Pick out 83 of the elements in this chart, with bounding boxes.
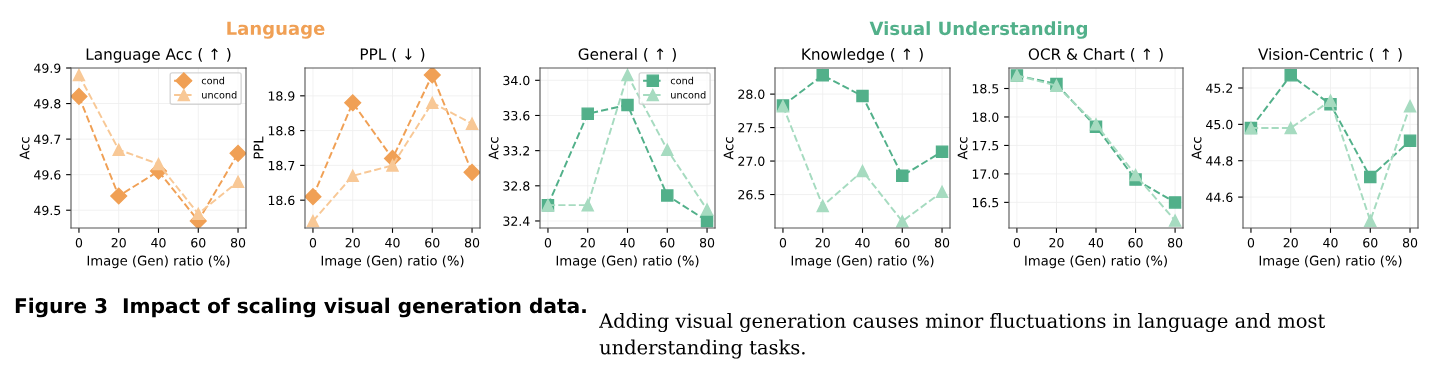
y-axis-title: Acc	[1191, 137, 1202, 160]
text: Visual Understanding	[869, 21, 1087, 39]
chart-title: General ( ↑ )	[578, 48, 676, 62]
x-tick-label: 20	[1049, 237, 1064, 248]
legend-label: uncond	[202, 91, 237, 99]
x-tick-label: 40	[1088, 237, 1104, 248]
x-tick-label: 0	[1247, 237, 1255, 248]
x-tick-label: 20	[580, 237, 595, 248]
x-tick-label: 20	[111, 237, 126, 248]
x-tick-label: 0	[309, 237, 317, 248]
y-tick-label: 49.7	[34, 134, 61, 145]
x-axis-title: Image (Gen) ratio (%)	[556, 255, 699, 269]
x-tick-label: 80	[1402, 237, 1418, 248]
x-axis-title: Image (Gen) ratio (%)	[791, 255, 934, 269]
y-tick-label: 45.0	[1206, 119, 1233, 130]
x-tick-label: 20	[1283, 237, 1298, 248]
x-tick-label: 80	[1167, 237, 1183, 248]
y-tick-label: 49.9	[34, 63, 61, 73]
x-axis-title: Image (Gen) ratio (%)	[87, 255, 230, 269]
y-tick-label: 34.0	[503, 75, 530, 86]
chart-title: OCR & Chart ( ↑ )	[1028, 48, 1163, 62]
y-axis-title: PPL	[253, 136, 264, 159]
y-tick-label: 18.8	[268, 126, 295, 136]
legend-label: uncond	[671, 91, 706, 99]
y-tick-label: 49.5	[34, 205, 61, 216]
y-tick-label: 28.0	[738, 89, 765, 100]
text: Language	[227, 21, 325, 39]
x-tick-label: 60	[191, 237, 206, 248]
y-tick-label: 49.6	[34, 170, 61, 180]
x-tick-label: 60	[895, 237, 910, 248]
text: Adding visual generation causes minor fluctuations in language and most understanding tasks.	[599, 313, 1326, 359]
y-tick-label: 26.5	[738, 190, 765, 200]
chart-title: PPL ( ↓ )	[360, 48, 425, 62]
chart-title: Language Acc ( ↑ )	[86, 48, 231, 63]
y-tick-label: 17.5	[972, 141, 999, 151]
x-tick-label: 80	[464, 237, 480, 248]
y-tick-label: 44.8	[1206, 156, 1233, 166]
x-tick-label: 40	[855, 237, 870, 248]
y-tick-label: 18.0	[972, 112, 999, 122]
x-axis-title: Image (Gen) ratio (%)	[1259, 255, 1402, 269]
x-tick-label: 0	[544, 237, 552, 248]
x-tick-label: 60	[425, 237, 440, 248]
y-axis-title: Acc	[488, 137, 499, 160]
x-tick-label: 40	[385, 237, 400, 248]
x-tick-label: 80	[934, 237, 950, 248]
y-axis-title: Acc	[957, 137, 968, 160]
x-tick-label: 40	[620, 237, 635, 248]
x-tick-label: 20	[345, 237, 360, 248]
y-tick-label: 16.5	[972, 197, 999, 208]
legend-label: cond	[201, 76, 225, 85]
chart-title: Knowledge ( ↑ )	[802, 48, 923, 63]
x-tick-label: 80	[699, 237, 715, 248]
y-tick-label: 27.5	[738, 123, 765, 133]
x-tick-label: 40	[1323, 237, 1338, 248]
y-axis-title: Acc	[19, 137, 30, 160]
y-tick-label: 18.7	[268, 160, 295, 171]
x-tick-label: 0	[1013, 237, 1021, 248]
y-tick-label: 17.0	[972, 169, 999, 179]
x-tick-label: 60	[1128, 237, 1143, 248]
x-tick-label: 0	[779, 237, 787, 248]
x-axis-title: Image (Gen) ratio (%)	[1025, 255, 1167, 269]
x-axis-title: Image (Gen) ratio (%)	[321, 255, 464, 269]
x-tick-label: 0	[75, 237, 83, 248]
y-tick-label: 45.2	[1206, 83, 1233, 93]
y-tick-label: 33.6	[503, 110, 530, 121]
y-tick-label: 18.5	[972, 83, 999, 94]
y-tick-label: 33.2	[503, 146, 530, 156]
x-tick-label: 20	[815, 237, 830, 248]
y-tick-label: 27.0	[738, 156, 765, 166]
y-tick-label: 18.9	[268, 91, 295, 101]
legend-label: cond	[670, 76, 694, 85]
caption: Figure 3 Impact of scaling visual generation data.	[15, 297, 586, 318]
chart-title: Vision-Centric ( ↑ )	[1258, 48, 1402, 62]
x-tick-label: 40	[151, 237, 166, 248]
x-tick-label: 60	[1363, 237, 1378, 248]
x-tick-label: 80	[230, 237, 246, 248]
y-tick-label: 32.4	[503, 216, 530, 226]
y-axis-title: Acc	[723, 137, 734, 160]
y-tick-label: 32.8	[503, 181, 530, 191]
y-tick-label: 49.8	[34, 99, 61, 109]
y-tick-label: 44.6	[1206, 192, 1233, 203]
y-tick-label: 18.6	[268, 195, 295, 206]
x-tick-label: 60	[660, 237, 675, 248]
